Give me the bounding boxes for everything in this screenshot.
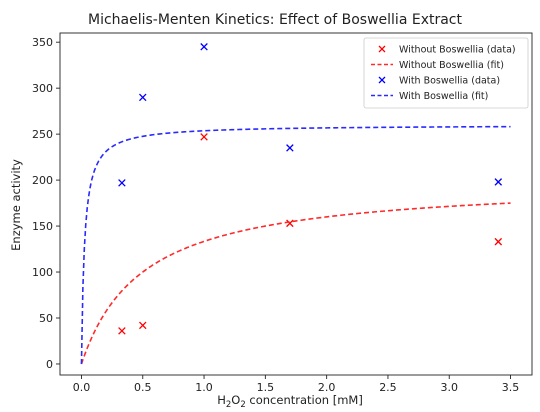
legend-label: Without Boswellia (data) <box>399 45 516 56</box>
plot-area: 0.0 0.5 1.0 1.5 2.0 2.5 3.0 3.5 0 50 100 150 200 250 3… <box>32 32 533 394</box>
x-tick-label: 0.0 <box>73 381 91 394</box>
legend-item: Without Boswellia (data) <box>378 45 516 56</box>
x-tick-label: 3.0 <box>440 381 458 394</box>
y-tick-label: 0 <box>46 358 53 371</box>
y-tick-label: 150 <box>32 220 53 233</box>
legend-item: With Boswellia (fit) <box>371 91 488 102</box>
x-axis-label: H2O2 concentration [mM] <box>217 393 363 410</box>
x-tick-label: 3.5 <box>502 381 520 394</box>
x-tick-label: 2.0 <box>318 381 336 394</box>
with-boswellia-fit-line <box>80 125 511 364</box>
x-tick-label: 1.0 <box>195 381 213 394</box>
legend-box <box>363 37 529 109</box>
plot-frame <box>59 32 533 376</box>
without-boswellia-data-point <box>138 321 147 330</box>
legend-label: With Boswellia (fit) <box>399 91 488 102</box>
x-tick-label: 2.5 <box>379 381 397 394</box>
legend: Without Boswellia (data) Without Boswelli… <box>363 37 529 109</box>
without-boswellia-data-point <box>200 133 208 141</box>
with-boswellia-data-point <box>138 93 147 102</box>
chart-title: Michaelis-Menten Kinetics: Effect of Bos… <box>88 12 463 28</box>
x-tick-label: 0.5 <box>134 381 152 394</box>
y-axis-label: Enzyme activity <box>9 159 23 251</box>
x-tick-label: 1.5 <box>257 381 275 394</box>
legend-item: With Boswellia (data) <box>378 76 500 87</box>
y-tick-label: 350 <box>32 36 53 49</box>
without-boswellia-fit-line <box>80 202 511 365</box>
legend-label: With Boswellia (data) <box>399 76 500 87</box>
legend-swatch <box>378 45 386 53</box>
y-tick-label: 200 <box>32 174 53 187</box>
without-boswellia-data-point <box>118 327 126 335</box>
with-boswellia-data-point <box>118 179 126 187</box>
legend-label: Without Boswellia (fit) <box>399 60 504 71</box>
legend-item: Without Boswellia (fit) <box>371 60 504 71</box>
y-tick-label: 50 <box>39 312 53 325</box>
with-boswellia-data-point <box>286 144 294 152</box>
y-tick-label: 250 <box>32 128 53 141</box>
without-boswellia-data-point <box>494 237 503 246</box>
legend-swatch <box>378 76 386 84</box>
y-tick-label: 100 <box>32 266 53 279</box>
with-boswellia-data-point <box>200 43 208 51</box>
y-tick-label: 300 <box>32 82 53 95</box>
without-boswellia-data-point <box>286 219 294 228</box>
with-boswellia-data-point <box>494 178 503 186</box>
